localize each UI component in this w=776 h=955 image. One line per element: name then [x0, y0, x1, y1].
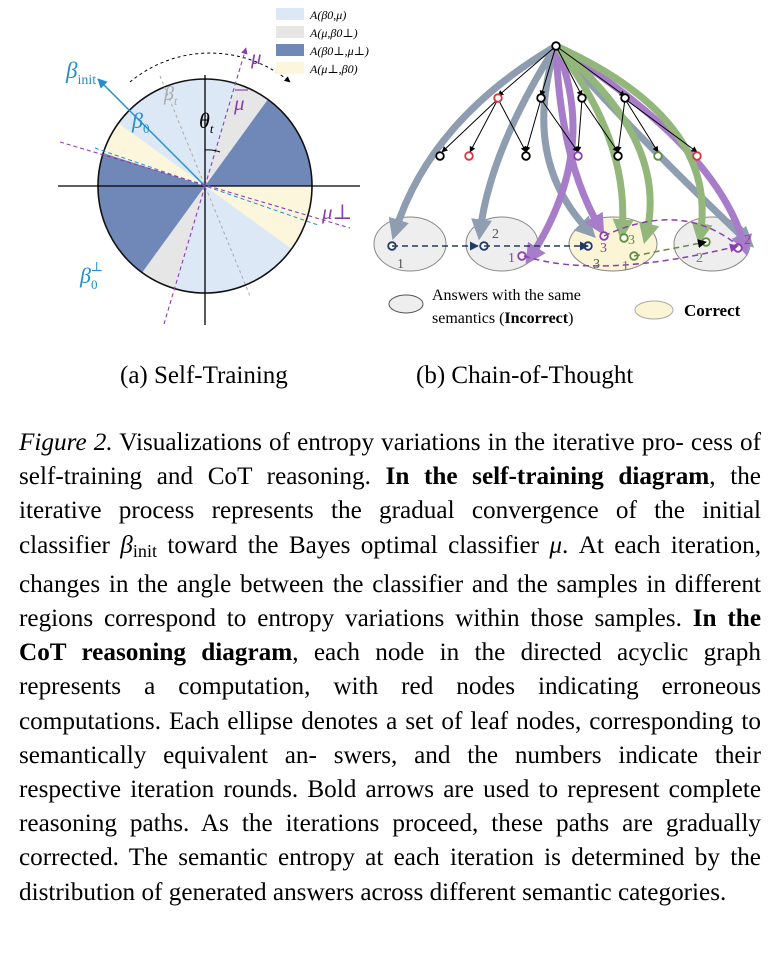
convergence-arc — [129, 52, 291, 83]
region-legend: A(β0,μ) A(μ,β0⊥) A(β0⊥,μ⊥) A(μ⊥,β0) — [276, 8, 369, 76]
iteration-label-3: 1 — [508, 251, 515, 266]
theta-label: θt — [199, 108, 214, 136]
subcaption-a: (a) Self-Training — [120, 362, 288, 389]
iteration-label-8: 2 — [696, 251, 703, 266]
dag-edges — [441, 45, 698, 153]
mu-perp-line — [59, 141, 351, 229]
legend-incorrect-line1: Answers with the same — [432, 287, 581, 304]
mu-symbol: μ — [549, 531, 563, 559]
sector-gray-2 — [142, 186, 205, 289]
dag-node-9 — [573, 151, 583, 161]
sector-dark-blue-2 — [97, 152, 205, 273]
mu-arrow — [204, 47, 248, 187]
legend-swatch-2 — [276, 26, 304, 38]
caption-bold-1: In the self-training diagram — [385, 463, 710, 491]
beta-init-symbol: βinit — [120, 531, 158, 561]
beta0-perp-label: β0⊥ — [79, 259, 103, 292]
iteration-label-7: 1 — [622, 259, 629, 274]
sector-cream-3 — [205, 186, 307, 249]
legend-swatch-3 — [276, 44, 304, 56]
legend-incorrect-swatch — [388, 294, 424, 314]
legend-label-2: A(μ,β0⊥) — [309, 26, 358, 40]
mu-line-lower — [163, 185, 206, 325]
iteration-link-purple-2 — [603, 219, 737, 245]
answer-ellipse-2 — [465, 216, 539, 272]
legend-incorrect-line2: semantics (Incorrect) — [432, 310, 573, 327]
dag-node-5 — [620, 93, 630, 103]
sector-gray-1 — [205, 83, 268, 186]
caption-bold-2: In the CoT reasoning diagram — [19, 605, 761, 667]
iteration-label-5: 3 — [600, 241, 607, 256]
dag-node-6 — [435, 151, 445, 161]
mu-label: μ — [250, 45, 262, 69]
subcaption-b: (b) Chain-of-Thought — [416, 362, 634, 389]
legend-swatch-4 — [276, 62, 304, 74]
beta-t-line — [159, 75, 251, 297]
theta-arc — [204, 149, 221, 153]
sector-cream-1 — [205, 186, 312, 220]
iteration-label-4: 3 — [593, 257, 600, 272]
dag-node-11 — [653, 151, 663, 161]
legend-correct-swatch — [634, 300, 674, 320]
dag-node-8 — [521, 151, 531, 161]
beta-init-arrow — [97, 78, 206, 187]
gray-path-2 — [471, 42, 560, 241]
iteration-label-2: 2 — [492, 227, 499, 242]
figure-caption: Figure 2. Visualizations of entropy vari… — [19, 429, 762, 906]
dag-node-18 — [619, 233, 629, 243]
beta-t-label: βt — [163, 83, 178, 108]
figure-2: βinit β0 βt θt μ μ μ⊥ β0⊥ A(β0,μ) A(μ,β0⊥… — [58, 8, 755, 327]
legend-label-4: A(μ⊥,β0) — [309, 62, 358, 76]
legend-correct-label: Correct — [684, 301, 741, 320]
mu-perp-label: μ⊥ — [321, 200, 352, 224]
iteration-label-9: 2 — [744, 233, 751, 248]
dag-node-2 — [493, 93, 503, 103]
self-training-diagram: βinit β0 βt θt μ μ μ⊥ β0⊥ A(β0,μ) A(μ,β0⊥… — [58, 8, 369, 325]
purple-path-2 — [552, 42, 605, 236]
dag-nodes — [387, 41, 743, 261]
dag-node-12 — [692, 151, 702, 161]
iteration-label-1: 1 — [397, 257, 404, 272]
dag-node-1 — [551, 41, 561, 51]
legend-swatch-1 — [276, 8, 304, 20]
dag-node-3 — [536, 93, 546, 103]
sector-light-blue-1 — [171, 79, 237, 186]
gray-path-3 — [540, 42, 596, 239]
beta0-label: β0 — [131, 108, 149, 136]
caption-lead: Figure 2. — [19, 429, 113, 456]
beta0-perp-line — [94, 147, 319, 226]
dag-node-10 — [613, 151, 623, 161]
mu-bar-label: μ — [233, 91, 245, 115]
dag-node-21 — [733, 243, 743, 253]
iteration-link-green — [633, 239, 707, 257]
iteration-label-6: 3 — [628, 233, 635, 248]
dag-node-4 — [577, 93, 587, 103]
dag-node-7 — [464, 151, 474, 161]
legend-label-3: A(β0⊥,μ⊥) — [309, 44, 369, 58]
beta-init-label: βinit — [65, 58, 96, 88]
green-path-3 — [552, 42, 713, 245]
legend-label-1: A(β0,μ) — [309, 8, 346, 22]
green-path-2 — [552, 42, 660, 245]
sector-cream-2 — [103, 123, 205, 186]
answer-ellipse-1 — [373, 216, 447, 272]
iteration-link-purple — [523, 243, 739, 267]
gray-path-1 — [388, 42, 560, 241]
